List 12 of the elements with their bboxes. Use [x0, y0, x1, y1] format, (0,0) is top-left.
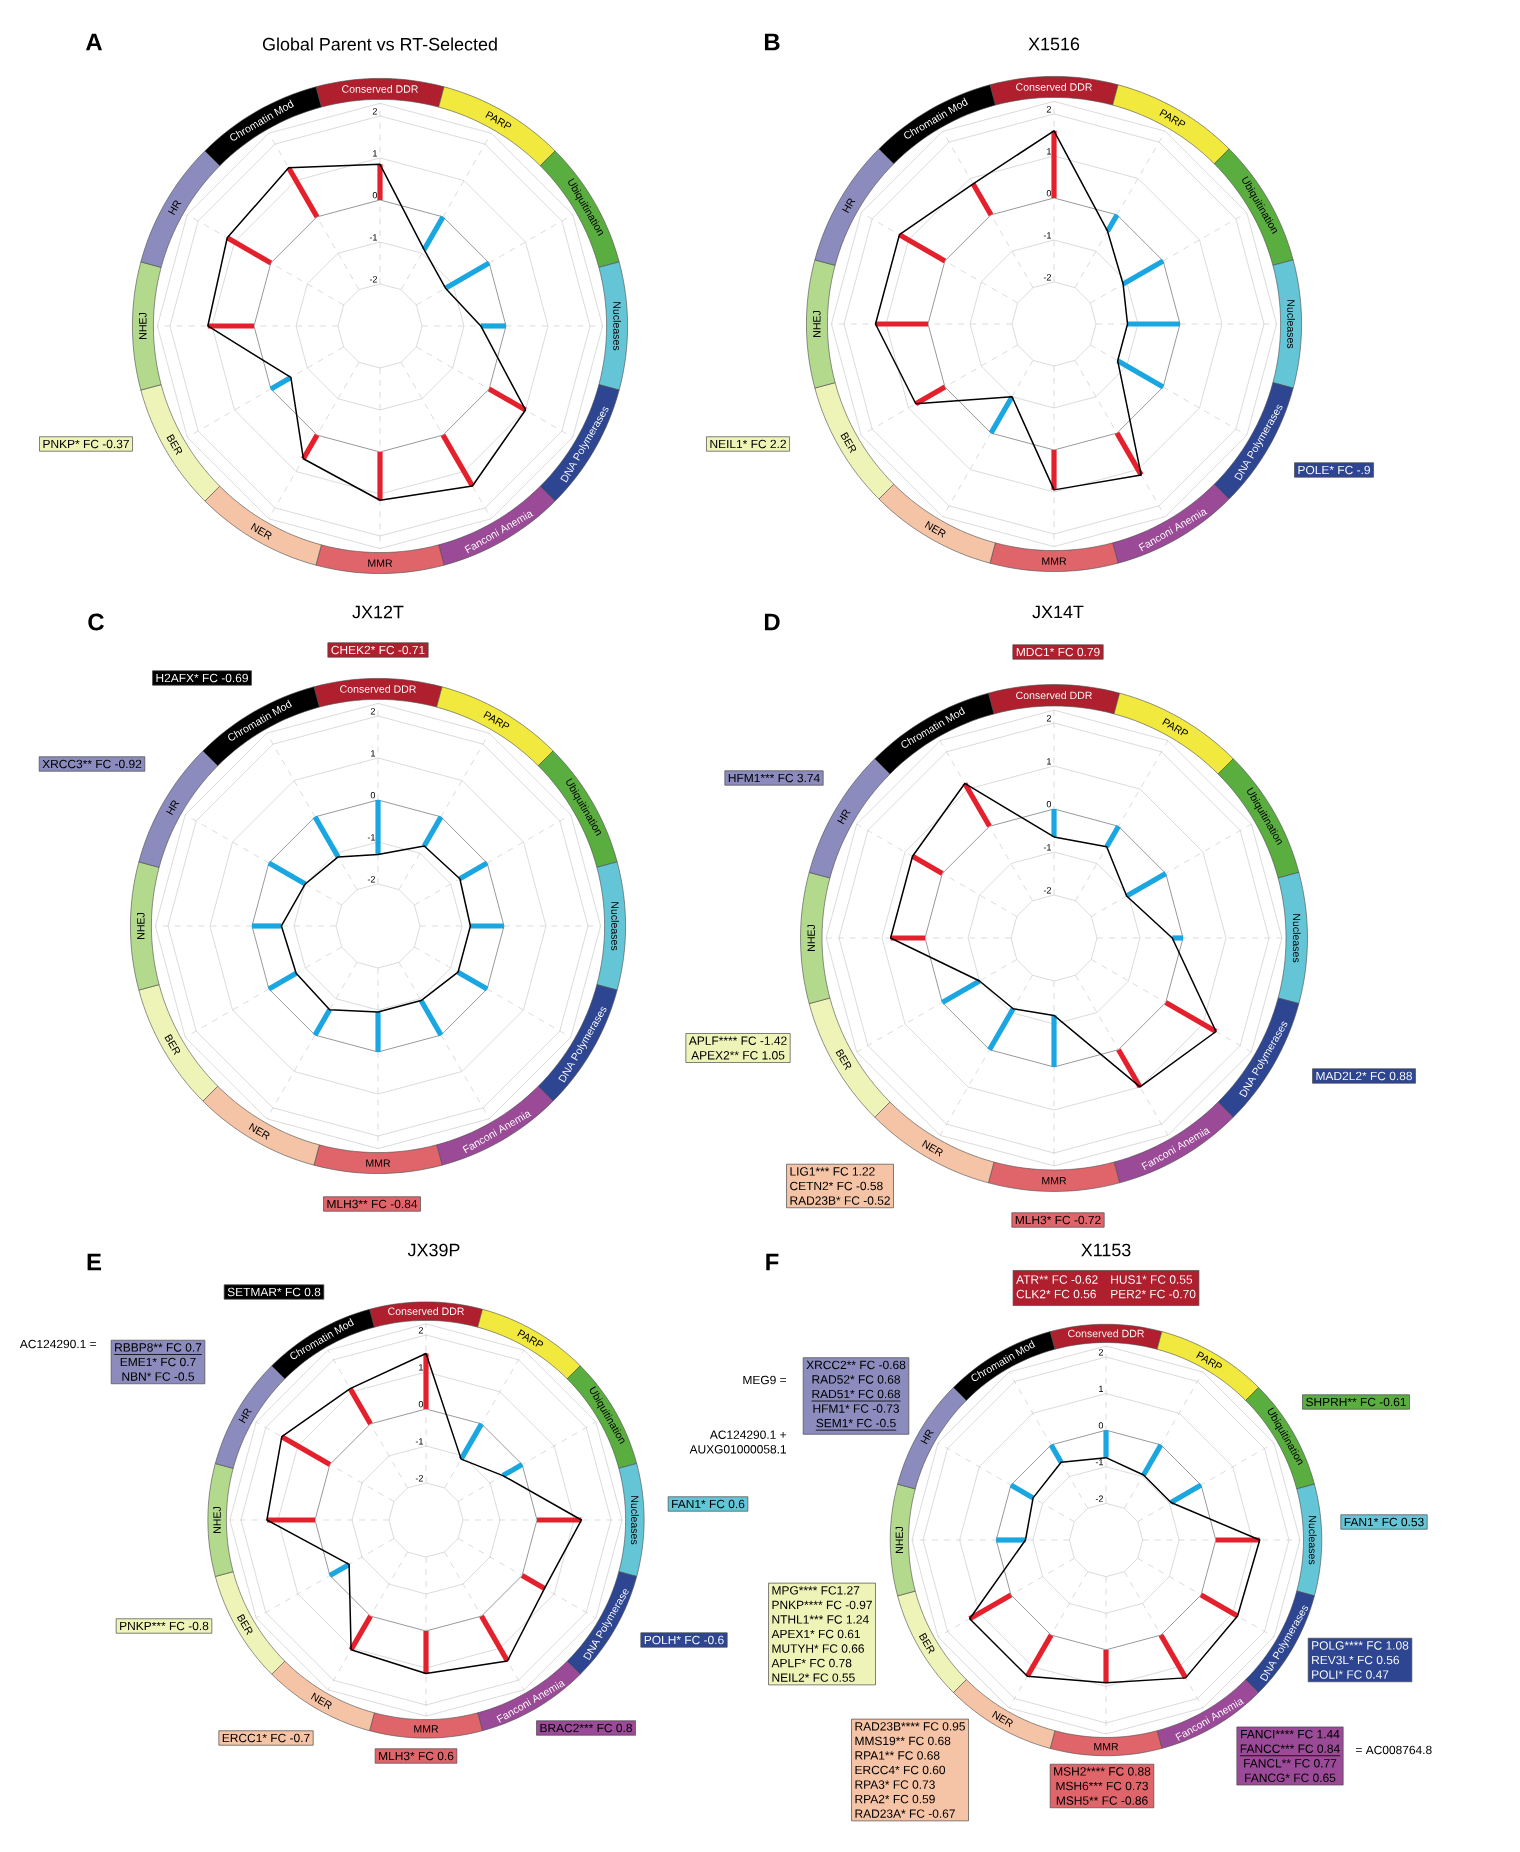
- chart-title: Global Parent vs RT-Selected: [262, 37, 497, 51]
- text: B: [764, 33, 780, 51]
- text: E: [87, 1253, 102, 1271]
- chart-title: JX14T: [1032, 605, 1084, 619]
- text: A: [85, 33, 102, 51]
- chart-title: X1516: [1028, 37, 1080, 51]
- chart-title: X1153: [1081, 1243, 1131, 1257]
- text: D: [764, 613, 780, 631]
- chart-title: JX39P: [407, 1243, 460, 1257]
- chart-title: JX12T: [352, 605, 404, 619]
- text: F: [766, 1253, 779, 1271]
- text: C: [88, 613, 104, 631]
